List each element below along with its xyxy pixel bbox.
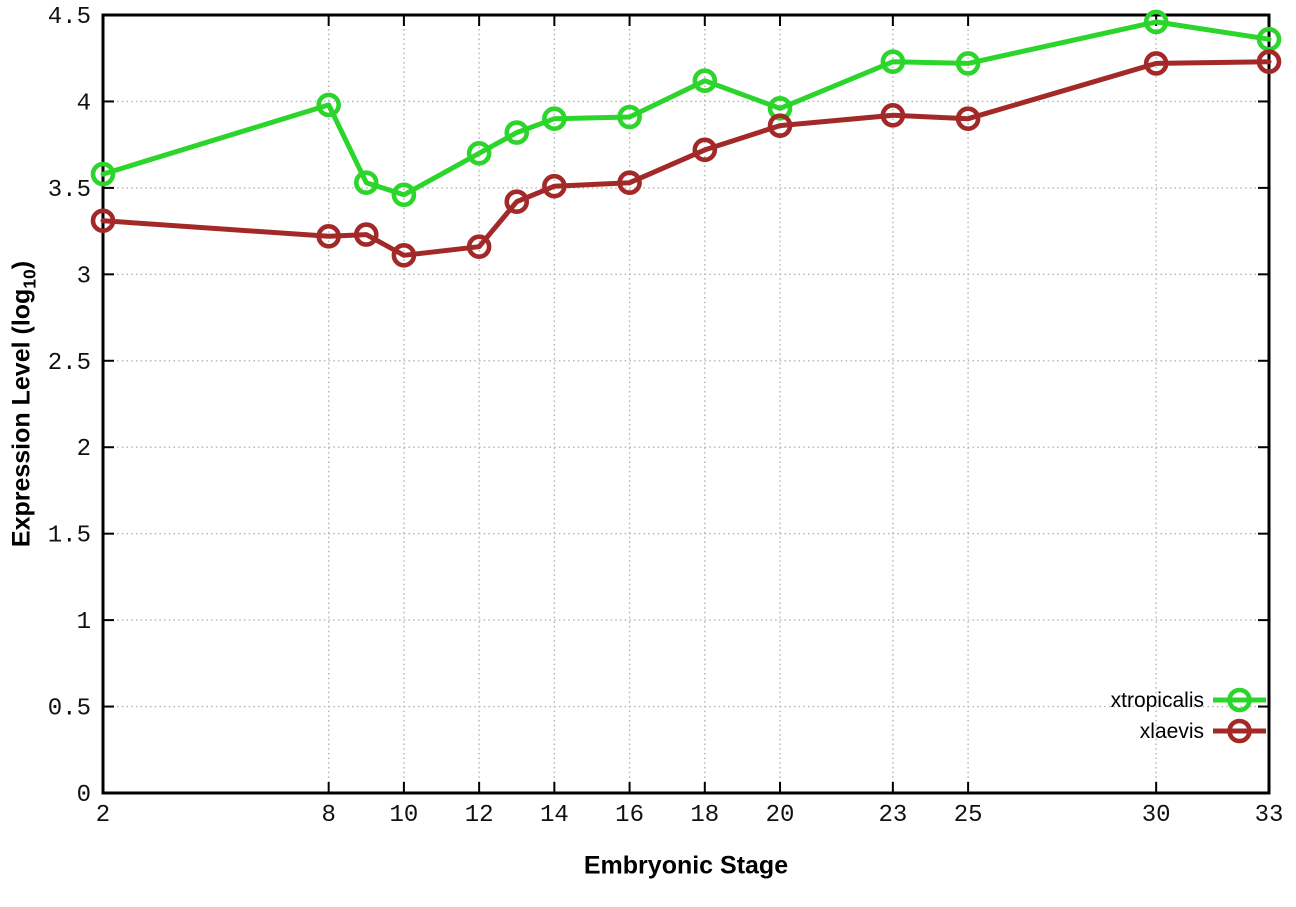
xlaevis-line — [100, 59, 1272, 258]
xlaevis-point — [316, 223, 341, 249]
xtropicalis-point — [466, 141, 492, 166]
xtropicalis-point — [692, 68, 718, 93]
x-tick-label: 25 — [954, 802, 983, 829]
xtropicalis-point — [955, 51, 981, 76]
xtropicalis-point — [880, 49, 906, 74]
legend-marker-xtropicalis — [1227, 687, 1252, 713]
x-tick-label: 33 — [1255, 802, 1284, 829]
xlaevis-point — [692, 137, 718, 163]
xlaevis-point — [90, 208, 116, 234]
xlaevis-point — [353, 222, 379, 247]
y-tick-label: 2 — [77, 436, 91, 463]
xlaevis-point — [391, 243, 417, 268]
xtropicalis-point — [767, 96, 793, 121]
xlaevis-point — [955, 106, 981, 132]
xtropicalis-line — [100, 19, 1272, 198]
plot-border — [101, 13, 1271, 795]
xtropicalis-point — [1143, 9, 1169, 35]
y-tick-label: 0.5 — [48, 696, 91, 723]
xtropicalis-point — [353, 170, 379, 196]
x-tick-label: 16 — [615, 802, 644, 829]
x-tick-label: 8 — [321, 802, 335, 829]
xtropicalis-point — [542, 106, 567, 132]
x-tick-label: 18 — [690, 802, 719, 829]
y-axis-title-text: Expression Level (log — [7, 288, 36, 548]
x-tick-label: 30 — [1142, 802, 1171, 829]
y-tick-label: 3 — [77, 263, 91, 290]
xlaevis-point — [504, 189, 530, 215]
y-tick-label: 3.5 — [48, 177, 91, 204]
xtropicalis-point — [316, 92, 341, 118]
xlaevis-point — [767, 113, 793, 138]
xlaevis-point — [466, 234, 492, 259]
xtropicalis-point — [1256, 26, 1282, 52]
y-tick-label: 1 — [77, 609, 91, 636]
x-tick-label: 20 — [766, 802, 795, 829]
xlaevis-point — [880, 102, 906, 128]
y-tick-label: 4.5 — [48, 4, 91, 31]
y-axis-title-subscript: 10 — [19, 269, 40, 289]
xlaevis-point — [542, 173, 567, 199]
y-tick-label: 2.5 — [48, 350, 91, 377]
legend-label-xtropicalis: xtropicalis — [1111, 689, 1204, 712]
y-axis-title-close: ) — [7, 260, 36, 270]
y-axis-title: Expression Level (log10) — [8, 261, 41, 547]
y-tick-label: 1.5 — [48, 523, 91, 550]
xtropicalis-point — [90, 161, 116, 187]
xlaevis-point — [1256, 49, 1282, 74]
xtropicalis-point — [504, 120, 530, 145]
y-tick-label: 0 — [77, 782, 91, 809]
x-tick-label: 14 — [540, 802, 569, 829]
xtropicalis-point — [617, 104, 642, 130]
x-tick-label: 10 — [389, 802, 418, 829]
xlaevis-point — [617, 170, 642, 196]
legend-label-xlaevis: xlaevis — [1140, 720, 1204, 743]
x-tick-label: 12 — [465, 802, 494, 829]
xlaevis-point — [1143, 51, 1169, 76]
legend-marker-xlaevis — [1227, 718, 1252, 744]
y-tick-label: 4 — [77, 90, 91, 117]
x-tick-label: 2 — [96, 802, 110, 829]
x-tick-label: 23 — [878, 802, 907, 829]
x-axis-title: Embryonic Stage — [583, 851, 789, 880]
xtropicalis-point — [391, 182, 417, 208]
